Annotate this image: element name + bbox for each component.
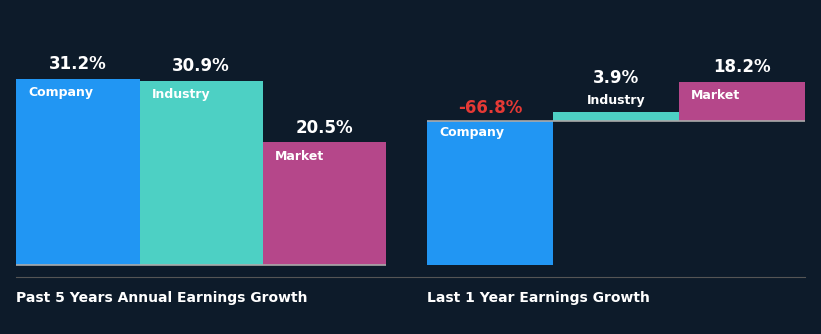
Text: Market: Market xyxy=(275,150,324,163)
Bar xyxy=(553,113,679,121)
Text: Past 5 Years Annual Earnings Growth: Past 5 Years Annual Earnings Growth xyxy=(16,291,308,305)
Bar xyxy=(427,121,553,265)
Text: Company: Company xyxy=(439,126,505,139)
Text: Industry: Industry xyxy=(586,94,645,107)
Text: -66.8%: -66.8% xyxy=(457,99,522,117)
Text: 3.9%: 3.9% xyxy=(593,69,639,87)
Bar xyxy=(679,81,805,121)
Text: 31.2%: 31.2% xyxy=(49,55,107,73)
Bar xyxy=(263,143,386,265)
Text: 18.2%: 18.2% xyxy=(713,58,770,76)
Text: Last 1 Year Earnings Growth: Last 1 Year Earnings Growth xyxy=(427,291,649,305)
Bar xyxy=(16,79,140,265)
Text: Industry: Industry xyxy=(152,88,210,101)
Text: 20.5%: 20.5% xyxy=(296,119,353,137)
Text: Company: Company xyxy=(29,86,94,99)
Bar xyxy=(140,80,263,265)
Text: Market: Market xyxy=(691,89,741,102)
Text: 30.9%: 30.9% xyxy=(172,57,230,75)
